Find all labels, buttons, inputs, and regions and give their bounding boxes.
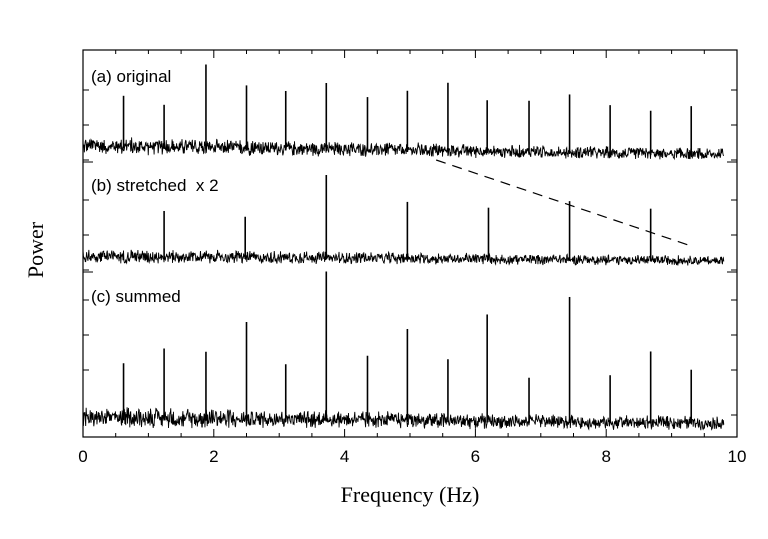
x-tick-label-8: 8 [601, 447, 610, 466]
x-axis-ticks [82, 50, 738, 437]
series-2 [82, 271, 725, 431]
y-axis-ticks [83, 89, 737, 416]
plot-frame [82, 49, 738, 438]
x-tick-label-4: 4 [340, 447, 349, 466]
y-axis-title: Power [23, 221, 48, 278]
series-1 [82, 175, 725, 266]
series-2-noise-floor [82, 407, 725, 431]
panel-separators [83, 161, 737, 273]
x-tick-label-6: 6 [471, 447, 480, 466]
series-0 [82, 64, 725, 161]
panel-b-label: (b) stretched x 2 [91, 176, 219, 195]
panel-c-label: (c) summed [91, 287, 181, 306]
panel-a-label: (a) original [91, 67, 171, 86]
series-layer [82, 64, 725, 431]
series-1-noise-floor [82, 249, 725, 266]
dashed-trend-line [435, 159, 692, 247]
x-axis-tick-labels: 0 2 4 6 8 10 [78, 447, 746, 466]
x-axis-title: Frequency (Hz) [341, 482, 480, 507]
x-tick-label-0: 0 [78, 447, 87, 466]
x-tick-label-2: 2 [209, 447, 218, 466]
series-0-noise-floor [82, 137, 725, 161]
x-tick-label-10: 10 [728, 447, 747, 466]
